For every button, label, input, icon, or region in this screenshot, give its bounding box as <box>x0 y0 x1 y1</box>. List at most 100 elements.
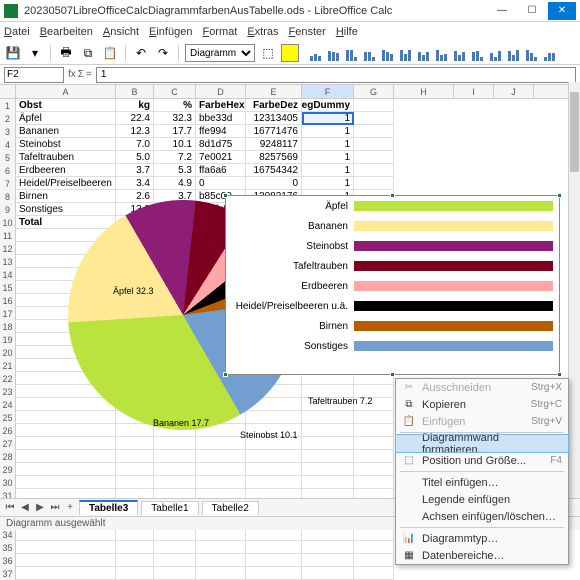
row-header[interactable]: 15 <box>0 281 16 294</box>
cell[interactable] <box>302 567 354 580</box>
context-menu-item[interactable]: ⧉KopierenStrg+C <box>396 396 568 413</box>
row-header[interactable]: 36 <box>0 554 16 567</box>
cell[interactable] <box>302 541 354 554</box>
vertical-scrollbar[interactable] <box>568 82 580 498</box>
copy-icon[interactable]: ⧉ <box>79 44 97 62</box>
row-header[interactable]: 19 <box>0 333 16 346</box>
close-button[interactable]: ✕ <box>548 2 576 20</box>
cell[interactable] <box>354 567 394 580</box>
cell[interactable]: 1 <box>302 112 354 125</box>
cell[interactable] <box>302 554 354 567</box>
row-header[interactable]: 13 <box>0 255 16 268</box>
cell[interactable]: 1 <box>302 177 354 190</box>
chart-type-icon[interactable] <box>325 45 341 61</box>
row-header[interactable]: 18 <box>0 320 16 333</box>
context-menu-item[interactable]: ⬚Position und Größe...F4 <box>396 452 568 469</box>
cell[interactable]: 1 <box>302 151 354 164</box>
cell[interactable]: 1 <box>302 125 354 138</box>
column-header[interactable]: A <box>16 85 116 98</box>
cell[interactable]: 16771476 <box>246 125 302 138</box>
cell[interactable] <box>116 476 154 489</box>
cell[interactable] <box>246 476 302 489</box>
select-all-corner[interactable] <box>0 85 16 98</box>
maximize-button[interactable]: ☐ <box>518 2 546 20</box>
cell[interactable]: 7.0 <box>116 138 154 151</box>
column-header[interactable]: G <box>354 85 394 98</box>
cell[interactable] <box>154 476 196 489</box>
cell[interactable]: kg <box>116 99 154 112</box>
legend-item[interactable]: Erdbeeren <box>226 276 559 296</box>
chart-type-icon[interactable] <box>451 45 467 61</box>
menu-datei[interactable]: Datei <box>4 26 30 38</box>
cell[interactable]: LegDummy <box>302 99 354 112</box>
cell[interactable] <box>116 554 154 567</box>
chart-type-icon[interactable] <box>541 45 557 61</box>
context-menu-item[interactable]: 📊Diagrammtyp… <box>396 530 568 547</box>
cell[interactable] <box>154 541 196 554</box>
legend-item[interactable]: Sonstiges <box>226 336 559 356</box>
cell[interactable] <box>354 125 394 138</box>
cell[interactable]: Erdbeeren <box>16 164 116 177</box>
row-header[interactable]: 29 <box>0 463 16 476</box>
context-menu-item[interactable]: Diagrammwand formatieren... <box>396 435 568 452</box>
column-header[interactable]: H <box>394 85 454 98</box>
cell[interactable] <box>302 476 354 489</box>
chart-type-icon[interactable] <box>379 45 395 61</box>
cell[interactable]: 17.7 <box>154 125 196 138</box>
row-header[interactable]: 26 <box>0 424 16 437</box>
row-header[interactable]: 11 <box>0 229 16 242</box>
row-header[interactable]: 20 <box>0 346 16 359</box>
row-header[interactable]: 16 <box>0 294 16 307</box>
context-menu-item[interactable]: Achsen einfügen/löschen… <box>396 508 568 525</box>
row-header[interactable]: 3 <box>0 125 16 138</box>
cell[interactable]: Bananen <box>16 125 116 138</box>
chart-type-icon[interactable] <box>415 45 431 61</box>
row-header[interactable]: 21 <box>0 359 16 372</box>
legend-item[interactable]: Steinobst <box>226 236 559 256</box>
chart-type-icon[interactable] <box>469 45 485 61</box>
row-header[interactable]: 27 <box>0 437 16 450</box>
cell[interactable]: 32.3 <box>154 112 196 125</box>
cell[interactable] <box>116 541 154 554</box>
cell[interactable]: Obst <box>16 99 116 112</box>
dropdown-icon[interactable]: ▾ <box>26 44 44 62</box>
cell[interactable] <box>196 541 246 554</box>
sheet-tab[interactable]: Tabelle2 <box>202 501 259 515</box>
cell[interactable]: Tafeltrauben <box>16 151 116 164</box>
menu-hilfe[interactable]: Hilfe <box>336 26 358 38</box>
cell[interactable]: ffa6a6 <box>196 164 246 177</box>
row-header[interactable]: 30 <box>0 476 16 489</box>
cell[interactable]: 3.4 <box>116 177 154 190</box>
context-menu-item[interactable]: Legende einfügen <box>396 491 568 508</box>
chart-type-icon[interactable] <box>487 45 503 61</box>
cell[interactable] <box>354 151 394 164</box>
cell[interactable]: 22.4 <box>116 112 154 125</box>
cell[interactable]: 1 <box>302 138 354 151</box>
cell[interactable]: 4.9 <box>154 177 196 190</box>
cell[interactable]: % <box>154 99 196 112</box>
tab-prev-icon[interactable]: ◀ <box>19 502 31 513</box>
format-icon[interactable]: ⬚ <box>259 44 277 62</box>
cell[interactable]: 9248117 <box>246 138 302 151</box>
row-header[interactable]: 23 <box>0 385 16 398</box>
legend-item[interactable]: Tafeltrauben <box>226 256 559 276</box>
menu-einfügen[interactable]: Einfügen <box>149 26 192 38</box>
cell[interactable]: 5.0 <box>116 151 154 164</box>
menu-format[interactable]: Format <box>202 26 237 38</box>
save-icon[interactable]: 💾 <box>4 44 22 62</box>
context-menu-item[interactable]: ▦Datenbereiche… <box>396 547 568 564</box>
row-header[interactable]: 12 <box>0 242 16 255</box>
row-header[interactable]: 8 <box>0 190 16 203</box>
row-header[interactable]: 17 <box>0 307 16 320</box>
row-header[interactable]: 28 <box>0 450 16 463</box>
row-header[interactable]: 22 <box>0 372 16 385</box>
equals-icon[interactable]: = <box>86 69 92 80</box>
row-header[interactable]: 2 <box>0 112 16 125</box>
chart-type-icon[interactable] <box>505 45 521 61</box>
chart-type-icon[interactable] <box>433 45 449 61</box>
cell[interactable] <box>196 554 246 567</box>
row-header[interactable]: 35 <box>0 541 16 554</box>
menu-ansicht[interactable]: Ansicht <box>103 26 139 38</box>
legend-item[interactable]: Bananen <box>226 216 559 236</box>
cell[interactable]: FarbeDez <box>246 99 302 112</box>
